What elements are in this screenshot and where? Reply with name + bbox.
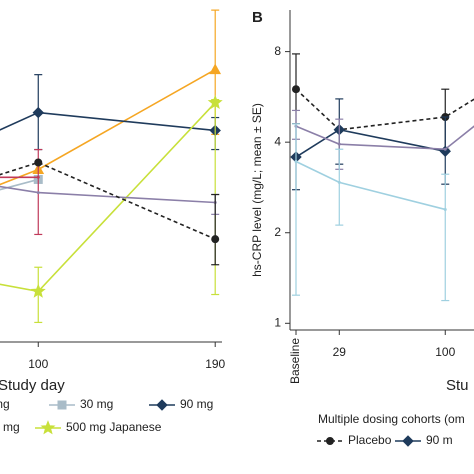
marker bbox=[32, 106, 44, 119]
series-line bbox=[295, 125, 474, 151]
marker bbox=[292, 85, 300, 94]
legend-label: mg bbox=[0, 397, 10, 411]
error-bar bbox=[335, 148, 344, 226]
error-bar bbox=[292, 123, 300, 296]
marker bbox=[209, 63, 222, 75]
x-label: Stu bbox=[446, 377, 469, 394]
marker bbox=[30, 283, 46, 298]
point bbox=[36, 191, 40, 195]
panel-label: B bbox=[252, 9, 263, 26]
legend-label: 90 mg bbox=[180, 397, 213, 411]
marker bbox=[34, 158, 43, 167]
x-tick-label: 100 bbox=[28, 357, 48, 371]
series-line bbox=[0, 178, 39, 191]
marker bbox=[156, 399, 168, 411]
y-label: hs-CRP level (mg/L; mean ± SE) bbox=[250, 103, 264, 277]
legend-label: 30 mg bbox=[80, 397, 113, 411]
legend-title: Multiple dosing cohorts (om bbox=[318, 412, 465, 426]
x-tick-label: 100 bbox=[435, 345, 455, 359]
y-tick-label: 1 bbox=[274, 315, 281, 329]
marker bbox=[207, 94, 223, 110]
legend-label: Placebo bbox=[348, 433, 392, 447]
legend-label: 0 mg bbox=[0, 420, 20, 434]
legend-label: 500 mg Japanese bbox=[66, 420, 162, 434]
x-tick-label: Baseline bbox=[288, 338, 302, 384]
point bbox=[337, 180, 341, 184]
point bbox=[36, 175, 40, 179]
point bbox=[443, 207, 447, 211]
point bbox=[294, 159, 298, 163]
marker bbox=[326, 437, 334, 445]
y-tick-label: 2 bbox=[274, 225, 281, 239]
point bbox=[337, 142, 341, 146]
series-line bbox=[295, 88, 474, 131]
legend-label: 90 m bbox=[426, 433, 453, 447]
marker bbox=[402, 435, 414, 447]
error-bar bbox=[211, 193, 220, 266]
x-label: Study day bbox=[0, 377, 65, 394]
y-tick-label: 4 bbox=[274, 134, 281, 148]
x-tick-label: 190 bbox=[205, 357, 225, 371]
marker bbox=[40, 420, 56, 435]
marker bbox=[211, 235, 220, 244]
marker bbox=[57, 400, 67, 410]
error-bar bbox=[441, 173, 450, 302]
point bbox=[443, 147, 447, 151]
x-tick-label: 29 bbox=[333, 345, 347, 359]
y-tick-label: 8 bbox=[274, 44, 281, 58]
series-line bbox=[0, 161, 216, 240]
error-bar bbox=[34, 266, 43, 324]
